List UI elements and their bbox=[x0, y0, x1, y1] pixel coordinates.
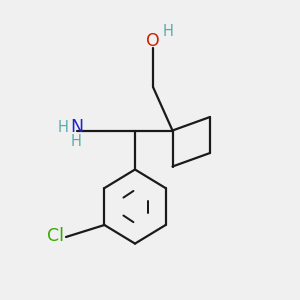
Text: H: H bbox=[71, 134, 82, 148]
Text: O: O bbox=[146, 32, 160, 50]
Text: Cl: Cl bbox=[47, 227, 64, 245]
Text: N: N bbox=[70, 118, 83, 136]
Text: H: H bbox=[58, 120, 68, 135]
Text: H: H bbox=[163, 24, 173, 39]
